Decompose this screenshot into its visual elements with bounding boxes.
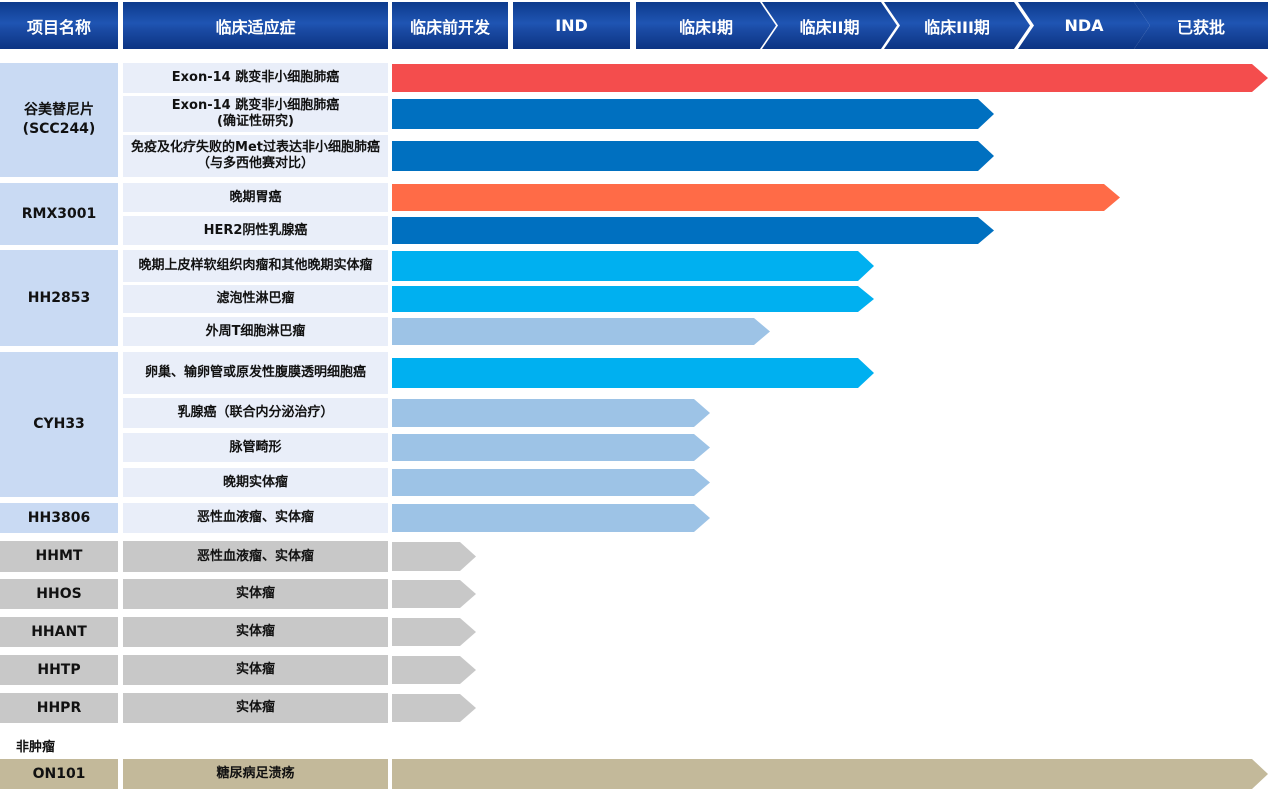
progress-bar	[392, 759, 1268, 789]
project-name: RMX3001	[0, 183, 118, 245]
section-label: 非肿瘤	[16, 740, 56, 755]
indication-cell: 恶性血液瘤、实体瘤	[123, 541, 388, 572]
indication-cell: 恶性血液瘤、实体瘤	[123, 503, 388, 533]
project-name: HHPR	[0, 693, 118, 723]
indication-cell: 糖尿病足溃疡	[123, 759, 388, 789]
project-name: HH2853	[0, 250, 118, 346]
project-name: 谷美替尼片 (SCC244)	[0, 63, 118, 177]
progress-bar	[392, 399, 710, 427]
header-stage: IND	[513, 2, 630, 49]
project-name: HHTP	[0, 655, 118, 685]
progress-bar	[392, 434, 710, 461]
indication-cell: 脉管畸形	[123, 433, 388, 462]
progress-bar	[392, 469, 710, 496]
header-stage: NDA	[1018, 2, 1150, 49]
project-name: HHANT	[0, 617, 118, 647]
progress-bar	[392, 99, 994, 129]
indication-cell: 实体瘤	[123, 579, 388, 609]
header-indication: 临床适应症	[123, 2, 388, 49]
indication-cell: 实体瘤	[123, 655, 388, 685]
indication-cell: 免疫及化疗失败的Met过表达非小细胞肺癌（与多西他赛对比）	[123, 135, 388, 177]
indication-cell: 卵巢、输卵管或原发性腹膜透明细胞癌	[123, 352, 388, 394]
project-name: HHOS	[0, 579, 118, 609]
progress-bar	[392, 656, 476, 684]
indication-cell: HER2阴性乳腺癌	[123, 216, 388, 245]
header-stage: 临床II期	[762, 2, 897, 49]
progress-bar	[392, 580, 476, 608]
progress-bar	[392, 542, 476, 571]
indication-cell: Exon-14 跳变非小细胞肺癌	[123, 63, 388, 93]
progress-bar	[392, 251, 874, 281]
progress-bar	[392, 286, 874, 312]
indication-cell: Exon-14 跳变非小细胞肺癌 (确证性研究)	[123, 96, 388, 132]
project-name: CYH33	[0, 352, 118, 497]
indication-cell: 滤泡性淋巴瘤	[123, 285, 388, 313]
project-name: HH3806	[0, 503, 118, 533]
indication-cell: 晚期上皮样软组织肉瘤和其他晚期实体瘤	[123, 250, 388, 282]
project-name: HHMT	[0, 541, 118, 572]
indication-cell: 外周T细胞淋巴瘤	[123, 317, 388, 346]
progress-bar	[392, 358, 874, 388]
progress-bar	[392, 318, 770, 345]
indication-cell: 晚期实体瘤	[123, 468, 388, 497]
progress-bar	[392, 618, 476, 646]
indication-cell: 晚期胃癌	[123, 183, 388, 212]
header-stage: 临床I期	[636, 2, 776, 49]
progress-bar	[392, 64, 1268, 92]
project-name: ON101	[0, 759, 118, 789]
header-stage: 临床前开发	[392, 2, 508, 49]
progress-bar	[392, 694, 476, 722]
header-stage: 临床III期	[884, 2, 1030, 49]
indication-cell: 实体瘤	[123, 617, 388, 647]
header-project: 项目名称	[0, 2, 118, 49]
indication-cell: 实体瘤	[123, 693, 388, 723]
header-stage: 已获批	[1134, 2, 1268, 49]
progress-bar	[392, 217, 994, 244]
progress-bar	[392, 141, 994, 171]
progress-bar	[392, 504, 710, 532]
progress-bar	[392, 184, 1120, 211]
indication-cell: 乳腺癌（联合内分泌治疗）	[123, 398, 388, 428]
